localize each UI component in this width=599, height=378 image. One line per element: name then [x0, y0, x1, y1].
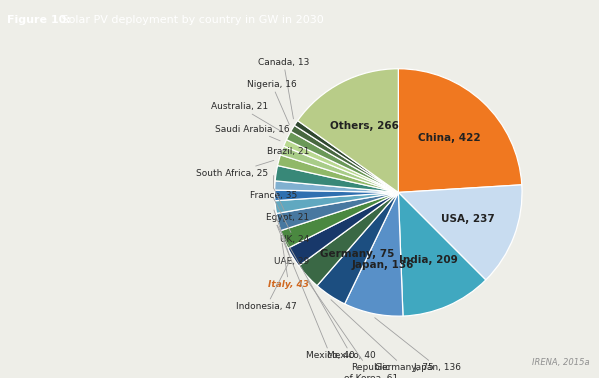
Text: USA, 237: USA, 237 [441, 214, 495, 224]
Text: Others, 266: Others, 266 [330, 121, 399, 132]
Text: UK, 24: UK, 24 [274, 198, 309, 244]
Text: Saudi Arabia, 16: Saudi Arabia, 16 [215, 124, 289, 141]
Wedge shape [398, 69, 522, 192]
Text: South Africa, 25: South Africa, 25 [196, 160, 274, 178]
Wedge shape [280, 146, 398, 192]
Text: UAE, 29: UAE, 29 [274, 210, 309, 266]
Wedge shape [294, 121, 398, 192]
Wedge shape [275, 166, 398, 192]
Text: Germany, 75: Germany, 75 [331, 300, 434, 372]
Wedge shape [299, 192, 398, 286]
Text: Republic
of Korea, 61: Republic of Korea, 61 [307, 280, 398, 378]
Text: Solar PV deployment by country in GW in 2030: Solar PV deployment by country in GW in … [58, 15, 324, 25]
Wedge shape [275, 192, 398, 214]
Wedge shape [344, 192, 403, 316]
Text: Canada, 13: Canada, 13 [258, 58, 309, 119]
Wedge shape [274, 190, 398, 201]
Text: China, 422: China, 422 [418, 133, 480, 143]
Text: Mexico, 40: Mexico, 40 [277, 225, 355, 360]
Wedge shape [291, 125, 398, 192]
Wedge shape [298, 69, 398, 192]
Text: IRENA, 2015a: IRENA, 2015a [533, 358, 590, 367]
Text: Nigeria, 16: Nigeria, 16 [247, 80, 297, 124]
Wedge shape [277, 155, 398, 192]
Text: Brazil, 21: Brazil, 21 [267, 147, 309, 156]
Wedge shape [275, 181, 398, 192]
Text: Italy, 43: Italy, 43 [268, 243, 309, 288]
Text: Germany, 75: Germany, 75 [320, 249, 395, 259]
Wedge shape [286, 132, 398, 192]
Wedge shape [317, 192, 398, 304]
Wedge shape [283, 139, 398, 192]
Text: France, 35: France, 35 [250, 175, 297, 200]
Text: Japan, 136: Japan, 136 [352, 260, 415, 270]
Text: Mexico, 40: Mexico, 40 [277, 225, 376, 360]
Wedge shape [398, 185, 522, 280]
Text: Figure 10:: Figure 10: [7, 15, 71, 25]
Text: India, 209: India, 209 [398, 256, 458, 265]
Wedge shape [276, 192, 398, 231]
Text: Australia, 21: Australia, 21 [211, 102, 284, 133]
Wedge shape [398, 192, 486, 316]
Wedge shape [281, 192, 398, 248]
Text: Indonesia, 47: Indonesia, 47 [236, 261, 297, 311]
Text: Egypt, 21: Egypt, 21 [266, 188, 309, 222]
Wedge shape [288, 192, 398, 266]
Text: Japan, 136: Japan, 136 [375, 318, 462, 372]
